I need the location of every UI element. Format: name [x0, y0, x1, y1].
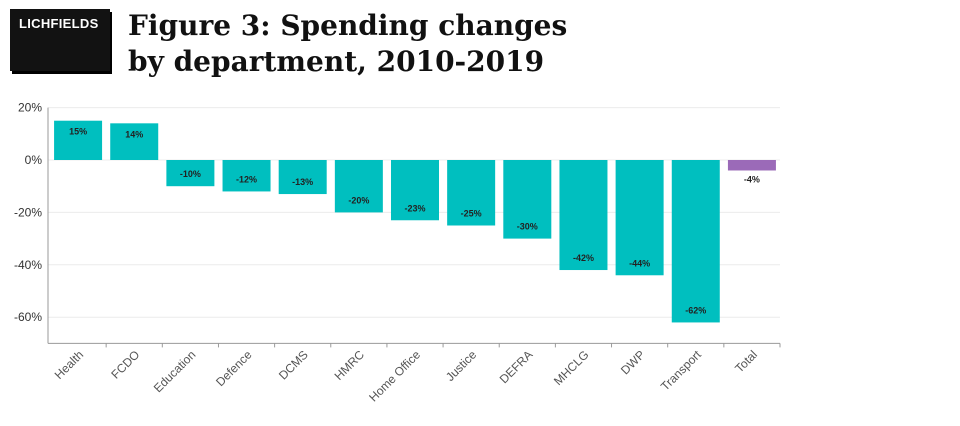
x-tick-label: Defence — [213, 347, 255, 389]
bar-justice — [447, 160, 496, 226]
x-tick-label: Education — [151, 348, 199, 396]
y-tick-label: 20% — [18, 101, 42, 115]
data-label: -30% — [517, 222, 538, 232]
data-label: -62% — [685, 305, 706, 315]
data-label: -12% — [236, 174, 257, 184]
y-tick-label: -60% — [14, 310, 42, 324]
bar-dwp — [615, 160, 664, 276]
x-tick-label: Justice — [443, 347, 480, 384]
x-tick-label: DCMS — [276, 348, 311, 383]
chart-title-line-2: by department, 2010-2019 — [128, 45, 545, 78]
chart-title: Figure 3: Spending changes by department… — [128, 8, 567, 80]
y-tick-label: 0% — [25, 153, 43, 167]
bar-fcdo — [110, 123, 159, 160]
data-label: -42% — [573, 253, 594, 263]
data-label: -23% — [404, 203, 425, 213]
chart-title-line-1: Figure 3: Spending changes — [128, 9, 568, 42]
x-tick-label: Total — [732, 348, 760, 376]
data-label: -13% — [292, 177, 313, 187]
bar-education — [166, 160, 215, 187]
logo-text: LICHFIELDS — [19, 16, 99, 31]
data-label: 15% — [69, 127, 87, 137]
x-tick-label: DEFRA — [497, 348, 536, 387]
bar-total — [727, 160, 776, 171]
x-tick-label: Health — [52, 348, 86, 382]
x-tick-label: HMRC — [332, 347, 368, 383]
bar-defence — [222, 160, 271, 192]
brand-logo: LICHFIELDS — [10, 9, 110, 71]
data-label: -10% — [180, 169, 201, 179]
data-label: -25% — [461, 209, 482, 219]
x-tick-label: MHCLG — [551, 348, 592, 389]
y-tick-label: -40% — [14, 258, 42, 272]
x-tick-label: Transport — [658, 347, 704, 393]
bar-health — [54, 120, 103, 160]
data-label: -4% — [744, 174, 760, 184]
data-label: 14% — [125, 129, 143, 139]
bar-home-office — [391, 160, 439, 221]
bar-hmrc — [334, 160, 383, 213]
x-tick-label: Home Office — [366, 347, 423, 404]
bar-dcms — [278, 160, 327, 195]
data-label: -44% — [629, 258, 650, 268]
bar-transport — [671, 160, 720, 323]
x-tick-label: FCDO — [108, 348, 142, 382]
y-tick-label: -20% — [14, 205, 42, 219]
bar-mhclg — [559, 160, 608, 271]
x-tick-label: DWP — [618, 348, 648, 378]
bar-defra — [503, 160, 552, 239]
data-label: -20% — [348, 195, 369, 205]
